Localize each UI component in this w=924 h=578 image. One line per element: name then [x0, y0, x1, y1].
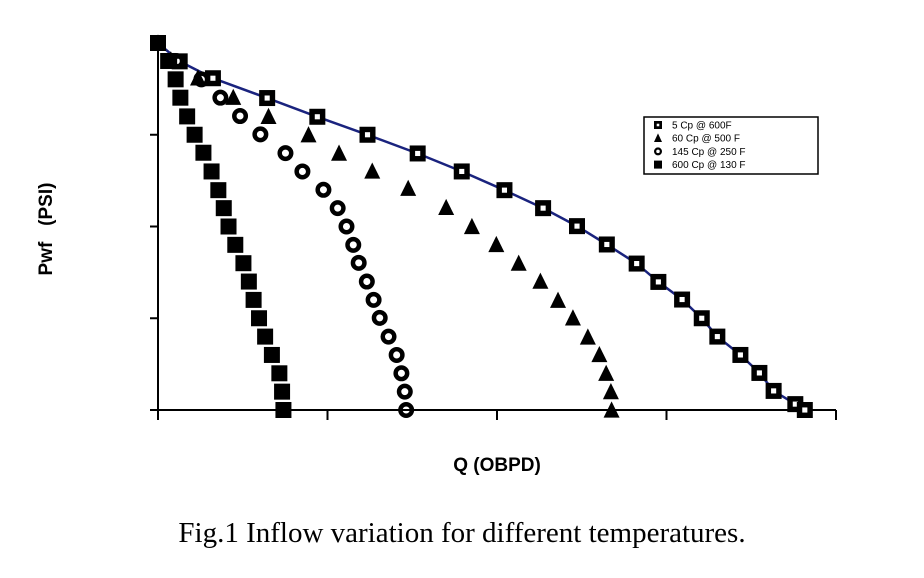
series-fit-line [157, 42, 806, 412]
data-point-filled-triangle [550, 291, 567, 308]
data-point-hollow-square [654, 121, 662, 129]
data-point-hollow-circle [365, 291, 382, 308]
data-point-hollow-square [751, 364, 768, 381]
data-point-filled-triangle [400, 179, 417, 196]
legend: 5 Cp @ 600F 60 Cp @ 500 F 145 Cp @ 250 F 60… [643, 116, 819, 175]
data-point-filled-square [227, 236, 244, 253]
data-point-hollow-circle [388, 346, 405, 363]
chart: Q (OBPD) Pwf (PSI) 5 Cp @ 600F 60 Cp @ 50… [36, 34, 837, 476]
data-point-hollow-square [569, 218, 586, 235]
data-point-hollow-square [674, 291, 691, 308]
data-point-filled-triangle [532, 272, 549, 289]
data-point-filled-square [179, 108, 196, 125]
data-point-filled-triangle [331, 144, 348, 161]
data-point-filled-triangle [591, 345, 608, 363]
data-point-hollow-circle [350, 254, 367, 271]
legend-label: 145 Cp @ 250 F [672, 147, 746, 158]
data-markers [150, 34, 813, 418]
data-point-filled-square [203, 163, 220, 180]
data-point-hollow-circle [380, 328, 397, 345]
data-point-hollow-circle [193, 71, 210, 88]
data-point-filled-triangle [510, 254, 527, 271]
data-point-hollow-square [453, 163, 470, 180]
axes [150, 41, 837, 420]
data-point-filled-square [220, 218, 237, 235]
data-point-filled-square [195, 144, 212, 161]
legend-label: 600 Cp @ 130 F [672, 160, 746, 171]
data-point-filled-triangle [300, 126, 317, 143]
data-point-hollow-square [309, 108, 326, 125]
x-axis-title: Q (OBPD) [453, 455, 541, 476]
data-point-filled-triangle [488, 235, 505, 253]
data-point-filled-triangle [654, 133, 662, 142]
series-markers [150, 35, 292, 418]
data-point-filled-square [215, 200, 232, 217]
data-point-hollow-circle [252, 126, 269, 143]
data-point-hollow-square [628, 255, 645, 272]
data-point-hollow-circle [329, 200, 346, 217]
data-point-hollow-circle [371, 309, 388, 326]
data-point-hollow-square [796, 402, 813, 418]
data-point-hollow-circle [338, 218, 355, 235]
data-point-hollow-square [359, 126, 376, 143]
data-point-hollow-square [709, 328, 726, 345]
data-point-filled-square [245, 291, 262, 308]
data-point-filled-square [263, 346, 280, 363]
data-point-hollow-circle [232, 108, 249, 125]
data-point-hollow-circle [358, 273, 375, 290]
data-point-filled-square [150, 35, 166, 51]
data-point-filled-triangle [579, 328, 596, 345]
data-point-filled-square [167, 71, 184, 88]
legend-label: 60 Cp @ 500 F [672, 134, 740, 145]
data-point-filled-square [251, 310, 268, 327]
data-point-filled-square [654, 160, 662, 169]
data-point-filled-triangle [564, 309, 581, 326]
data-point-filled-triangle [260, 107, 277, 124]
data-point-hollow-circle [212, 89, 229, 106]
data-point-hollow-square [765, 382, 782, 399]
data-point-hollow-circle [277, 145, 294, 162]
data-point-filled-triangle [225, 88, 242, 105]
data-point-filled-square [275, 402, 292, 418]
data-point-hollow-square [693, 310, 710, 327]
data-point-hollow-square [409, 145, 426, 162]
data-point-hollow-circle [294, 163, 311, 180]
fit-lines [157, 42, 806, 412]
data-point-hollow-square [598, 236, 615, 253]
data-point-hollow-circle [653, 147, 662, 156]
data-point-filled-triangle [602, 383, 619, 400]
data-point-filled-triangle [598, 364, 615, 381]
y-axis-title: Pwf (PSI) [36, 183, 57, 276]
data-point-filled-square [186, 126, 203, 143]
data-point-filled-square [172, 89, 189, 106]
data-point-filled-triangle [438, 198, 455, 216]
data-point-filled-triangle [603, 401, 620, 418]
data-point-filled-square [240, 273, 257, 290]
data-point-filled-square [274, 383, 291, 400]
data-point-hollow-circle [393, 365, 410, 382]
data-point-filled-square [235, 255, 252, 272]
data-point-hollow-square [535, 200, 552, 217]
data-point-filled-triangle [364, 162, 381, 179]
data-point-hollow-circle [396, 383, 413, 400]
legend-label: 5 Cp @ 600F [672, 121, 732, 132]
data-point-hollow-square [650, 273, 667, 290]
data-point-hollow-square [496, 182, 513, 199]
data-point-hollow-square [732, 346, 749, 363]
data-point-filled-square [160, 52, 177, 69]
series-markers [150, 34, 415, 418]
data-point-hollow-circle [315, 181, 332, 198]
data-point-filled-triangle [463, 217, 480, 235]
data-point-hollow-circle [345, 236, 362, 253]
data-point-filled-square [210, 182, 227, 199]
figure-caption: Fig.1 Inflow variation for different tem… [178, 517, 746, 549]
data-point-hollow-square [204, 70, 221, 87]
data-point-hollow-circle [398, 401, 415, 418]
legend-box [643, 116, 819, 175]
data-point-hollow-square [259, 90, 276, 107]
data-point-filled-square [257, 328, 274, 345]
data-point-filled-square [271, 365, 288, 382]
